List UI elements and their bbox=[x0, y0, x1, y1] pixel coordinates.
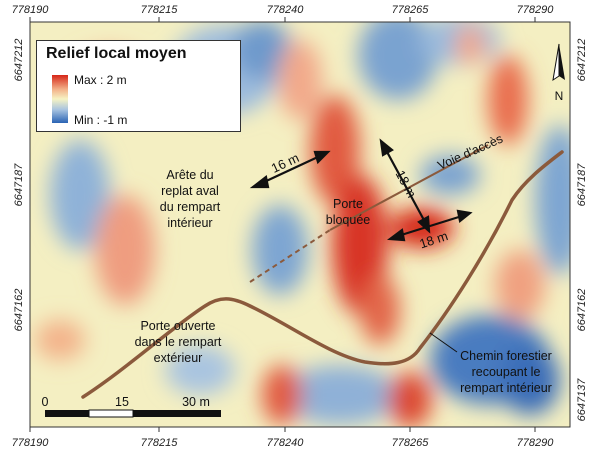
north-label: N bbox=[555, 89, 564, 103]
svg-text:bloquée: bloquée bbox=[326, 213, 371, 227]
x-tick-top-1: 778190 bbox=[12, 4, 50, 16]
forest-path-line bbox=[81, 150, 564, 399]
svg-text:dans le rempart: dans le rempart bbox=[135, 335, 222, 349]
scale-label-30: 30 m bbox=[182, 395, 210, 409]
access-road-dashed bbox=[249, 229, 331, 283]
crest-label: Arête du replat aval du rempart intérieu… bbox=[160, 168, 221, 230]
x-tick-bottom-5: 778290 bbox=[517, 437, 555, 449]
svg-text:extérieur: extérieur bbox=[154, 351, 203, 365]
y-tick-right-4: 6647137 bbox=[576, 378, 588, 422]
legend-min-label: Min : -1 m bbox=[74, 113, 128, 127]
scale-label-15: 15 bbox=[115, 395, 129, 409]
svg-text:Porte ouverte: Porte ouverte bbox=[140, 319, 215, 333]
y-tick-left-2: 6647187 bbox=[13, 163, 25, 207]
x-tick-top-4: 778265 bbox=[392, 4, 430, 16]
y-tick-left-3: 6647162 bbox=[13, 289, 25, 332]
access-road-solid bbox=[329, 144, 489, 231]
y-tick-right-3: 6647162 bbox=[576, 289, 588, 332]
dimension-arrow-16m bbox=[249, 150, 331, 189]
legend: Relief local moyen Max : 2 m Min : -1 m bbox=[36, 40, 241, 132]
forest-path-leader bbox=[429, 332, 458, 353]
x-tick-bottom-1: 778190 bbox=[12, 437, 50, 449]
svg-text:Porte: Porte bbox=[333, 197, 363, 211]
north-arrow-icon: N bbox=[548, 42, 570, 104]
svg-text:replat aval: replat aval bbox=[161, 184, 219, 198]
x-tick-top-3: 778240 bbox=[267, 4, 305, 16]
svg-text:rempart intérieur: rempart intérieur bbox=[460, 381, 552, 395]
x-axis-ticks bbox=[29, 17, 536, 432]
dimension-arrow-18m-vertical bbox=[379, 138, 431, 234]
svg-text:du rempart: du rempart bbox=[160, 200, 221, 214]
svg-text:Arête du: Arête du bbox=[166, 168, 213, 182]
svg-text:Chemin forestier: Chemin forestier bbox=[460, 349, 552, 363]
y-tick-left-1: 6647212 bbox=[13, 39, 25, 82]
forest-path-label: Chemin forestier recoupant le rempart in… bbox=[460, 349, 552, 395]
legend-max-label: Max : 2 m bbox=[74, 73, 127, 87]
blocked-gate-label: Porte bloquée bbox=[326, 197, 371, 227]
dimension-arrow-18m-horizontal bbox=[386, 209, 473, 242]
legend-title: Relief local moyen bbox=[46, 45, 187, 62]
legend-color-ramp bbox=[52, 75, 68, 123]
x-tick-bottom-3: 778240 bbox=[267, 437, 305, 449]
open-gate-label: Porte ouverte dans le rempart extérieur bbox=[135, 319, 222, 365]
x-tick-bottom-2: 778215 bbox=[141, 437, 179, 449]
x-tick-top-5: 778290 bbox=[517, 4, 555, 16]
x-tick-top-2: 778215 bbox=[141, 4, 179, 16]
y-tick-right-2: 6647187 bbox=[576, 163, 588, 207]
y-tick-right-1: 6647212 bbox=[576, 39, 588, 82]
svg-text:recoupant le: recoupant le bbox=[472, 365, 541, 379]
map-frame bbox=[29, 21, 571, 428]
svg-text:intérieur: intérieur bbox=[167, 216, 212, 230]
scale-label-0: 0 bbox=[42, 395, 49, 409]
x-tick-bottom-4: 778265 bbox=[392, 437, 430, 449]
scale-bar: 0 15 30 m bbox=[42, 395, 221, 418]
